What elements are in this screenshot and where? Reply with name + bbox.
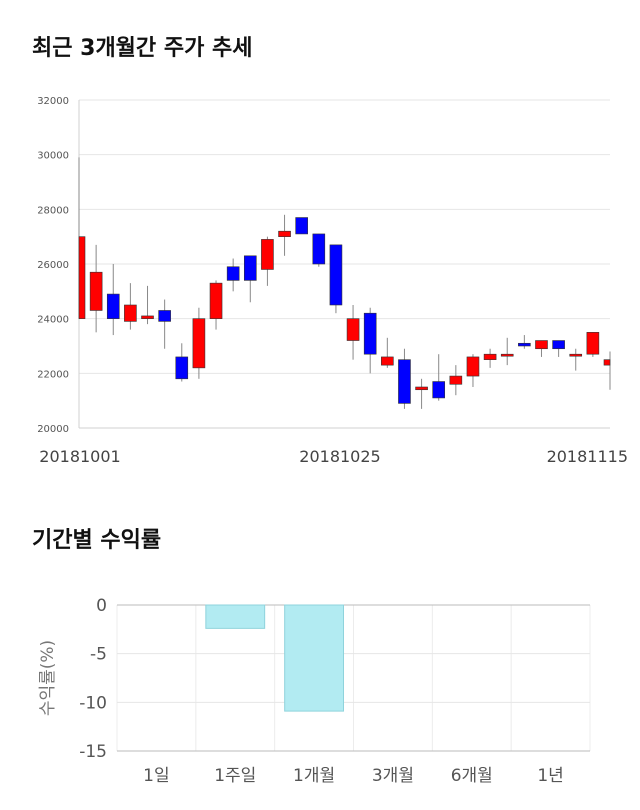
candle-body: [535, 340, 548, 350]
candle: [363, 307, 377, 374]
candle: [329, 244, 343, 314]
returns-bar-chart: 0 -5 -10 -15 1일 1주일 1개월 3개월 6개월 1년 수익률(%): [38, 596, 591, 786]
candle-body: [175, 356, 189, 380]
y-tick-label: -10: [79, 693, 107, 713]
candle-body: [500, 353, 514, 357]
candle: [466, 354, 480, 387]
candle-body: [603, 359, 611, 366]
candle-body: [295, 217, 308, 235]
candle: [209, 280, 223, 330]
candle-body: [329, 244, 343, 306]
y-tick-label: 32000: [37, 96, 69, 107]
x-tick-label: 20181001: [39, 447, 120, 466]
candle-body: [432, 381, 446, 399]
y-tick-label: 26000: [37, 260, 69, 271]
candle-body: [466, 356, 480, 377]
candle: [535, 340, 548, 357]
candle-body: [381, 356, 394, 366]
candle: [483, 348, 497, 368]
y-tick-label: 22000: [37, 369, 69, 380]
candle-body: [192, 318, 206, 369]
candle-body: [346, 318, 360, 341]
candle: [398, 348, 411, 409]
candle-body: [312, 233, 326, 265]
candle-body: [158, 310, 171, 322]
candle-body: [415, 386, 428, 391]
candle: [569, 348, 583, 371]
candle: [449, 365, 463, 396]
x-tick-label: 3개월: [372, 766, 414, 786]
candle: [89, 244, 103, 333]
candle: [552, 340, 565, 357]
y-tick-label: 30000: [37, 151, 69, 162]
y-tick-label: 20000: [37, 424, 69, 435]
candle: [141, 285, 154, 325]
candle-body: [483, 353, 497, 360]
y-tick-label: 0: [96, 596, 107, 616]
y-tick-label: -15: [79, 742, 107, 762]
candle: [175, 343, 189, 382]
x-tick-label: 20181025: [299, 447, 380, 466]
candle: [243, 255, 257, 303]
candle-body: [141, 315, 154, 319]
x-tick-label: 1개월: [293, 766, 335, 786]
y-tick-label: 28000: [37, 205, 69, 216]
candle: [432, 354, 446, 401]
candle: [78, 157, 86, 319]
candle-body: [106, 293, 120, 319]
candle-body: [124, 304, 137, 322]
return-bar: [284, 604, 344, 712]
candle: [518, 335, 531, 349]
x-tick-label: 20181115: [547, 447, 628, 466]
y-tick-label: -5: [90, 645, 107, 665]
candle: [192, 307, 206, 379]
candle-body: [78, 236, 86, 319]
candle-body: [89, 271, 103, 311]
candle-body: [586, 332, 600, 355]
candle: [500, 337, 514, 366]
candle-body: [552, 340, 565, 350]
candle-body: [398, 359, 411, 404]
candle-body: [518, 342, 531, 347]
candle: [261, 236, 274, 286]
y-axis-label: 수익률(%): [38, 640, 58, 716]
candle-body: [261, 239, 274, 270]
candle-body: [226, 266, 240, 281]
x-tick-label: 1년: [537, 766, 563, 786]
return-bar: [205, 604, 266, 629]
candle: [381, 337, 394, 368]
candle: [415, 378, 428, 409]
candle: [346, 305, 360, 360]
candle: [603, 351, 611, 390]
candle-body: [278, 230, 291, 237]
candle: [278, 214, 291, 256]
candle: [106, 264, 120, 336]
candle: [295, 217, 308, 235]
x-tick-label: 6개월: [451, 766, 493, 786]
candle-body: [209, 282, 223, 319]
candlestick-chart: 20000 22000 24000 26000 28000 30000 32000 20181…: [37, 96, 628, 466]
candle-body: [363, 312, 377, 355]
candle: [586, 332, 600, 357]
candle: [124, 283, 137, 330]
candle-body: [569, 353, 583, 357]
candle: [312, 233, 326, 267]
price-trend-title: 최근 3개월간 주가 추세: [32, 36, 253, 61]
x-tick-label: 1주일: [214, 766, 256, 786]
returns-title: 기간별 수익률: [32, 528, 162, 553]
x-tick-label: 1일: [143, 766, 169, 786]
candle: [226, 258, 240, 292]
candle-body: [243, 255, 257, 281]
candle-body: [449, 375, 463, 385]
candle: [158, 299, 171, 349]
y-tick-label: 24000: [37, 315, 69, 326]
